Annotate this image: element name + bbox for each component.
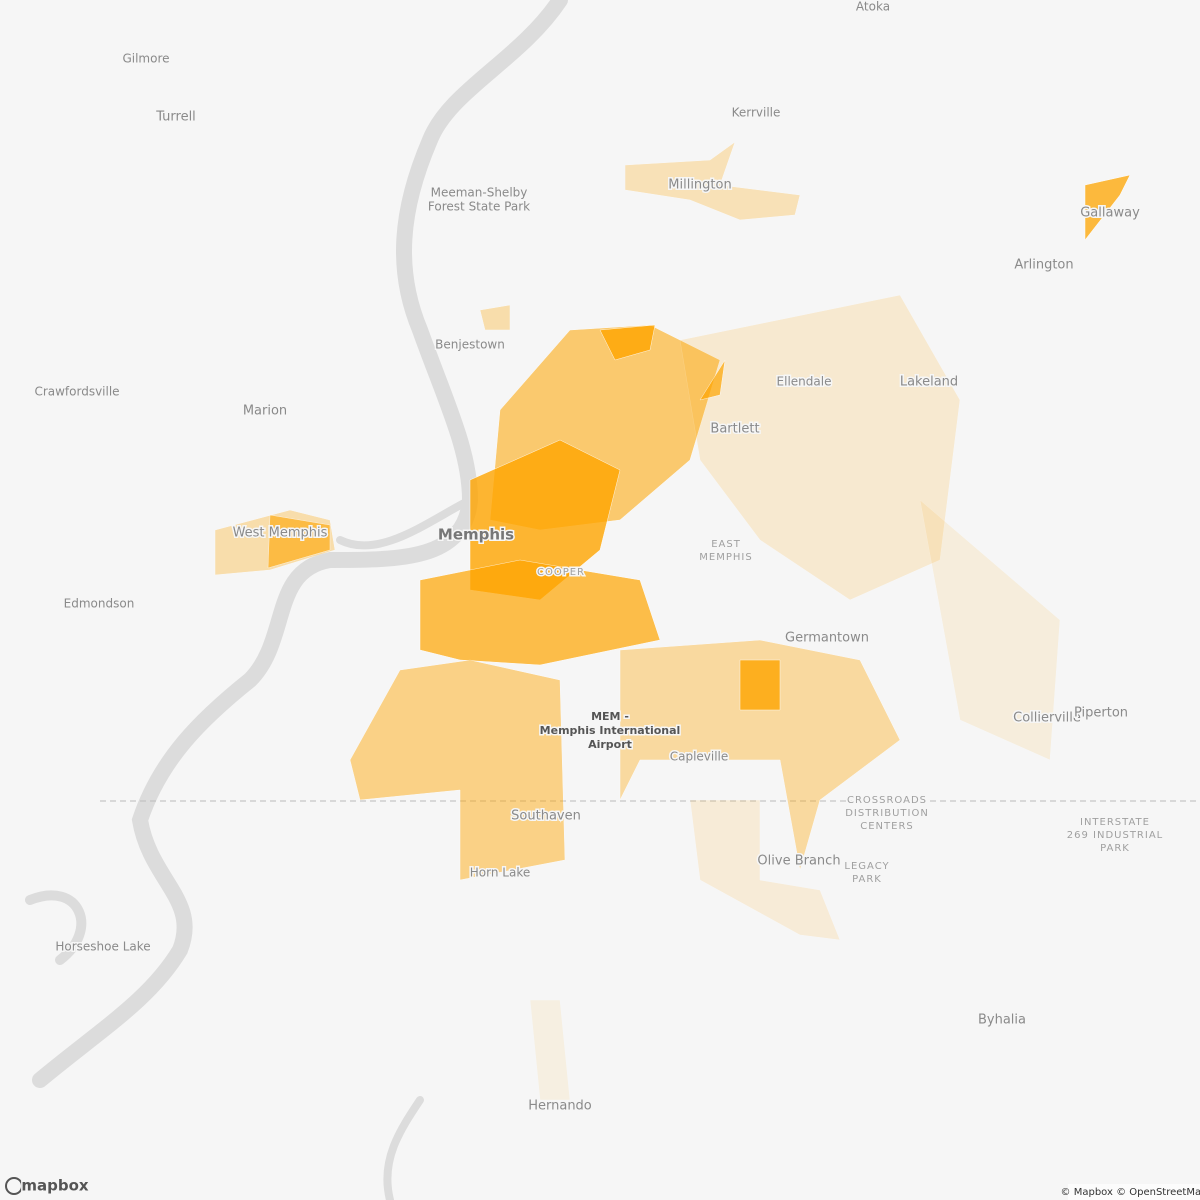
place-label: Horn Lake (470, 866, 530, 880)
place-label: Airport (588, 738, 632, 751)
place-label: Crawfordsville (34, 385, 119, 399)
place-label: Piperton (1074, 706, 1128, 721)
place-label: Arlington (1014, 258, 1073, 273)
place-label: PARK (852, 874, 882, 885)
place-labels: Atoka Gilmore Turrell Kerrville Millington Me… (33, 0, 1164, 1115)
place-label: Marion (243, 404, 287, 419)
place-label: COOPER (537, 567, 585, 578)
place-label: DISTRIBUTION (845, 808, 929, 819)
place-label: Memphis (438, 526, 514, 544)
place-label: Memphis International (540, 724, 681, 737)
place-label: MEMPHIS (699, 552, 752, 563)
place-label: 269 INDUSTRIAL (1067, 830, 1163, 841)
place-label: Meeman-Shelby (431, 186, 528, 200)
place-label: PARK (1100, 843, 1130, 854)
place-label: Benjestown (435, 338, 505, 352)
place-label: Millington (668, 178, 731, 193)
place-label: Bartlett (710, 422, 759, 437)
place-label: EAST (711, 539, 741, 550)
place-label: INTERSTATE (1080, 817, 1150, 828)
place-label: MEM - (591, 710, 629, 723)
logo: mapbox (5, 1175, 90, 1196)
place-label: CENTERS (860, 821, 914, 832)
river (25, 0, 568, 1200)
place-label: Horseshoe Lake (55, 940, 150, 954)
place-label: Germantown (785, 631, 869, 646)
place-label: Byhalia (978, 1013, 1026, 1028)
place-label: CROSSROADS (847, 795, 927, 806)
attribution-bg (1068, 1184, 1200, 1200)
place-label: Kerrville (732, 106, 781, 120)
place-label: Southaven (511, 809, 581, 824)
place-label: West Memphis (233, 526, 328, 541)
place-label: Olive Branch (757, 854, 840, 869)
place-label: Collierville (1013, 711, 1081, 726)
place-label: Ellendale (777, 375, 832, 389)
logo-text: mapbox (21, 1177, 89, 1195)
place-label: Hernando (528, 1099, 592, 1114)
choropleth (214, 141, 1131, 1101)
place-label: Gallaway (1080, 206, 1140, 221)
place-label: Gilmore (122, 52, 169, 66)
place-label: Capleville (670, 750, 729, 764)
place-label: Edmondson (64, 597, 135, 611)
place-label: Lakeland (900, 375, 958, 390)
attribution: © Mapbox © OpenStreetMap (1061, 1187, 1200, 1198)
place-label: Atoka (856, 0, 890, 14)
place-label: Forest State Park (428, 200, 530, 214)
place-label: LEGACY (844, 861, 889, 872)
place-label: Turrell (155, 110, 196, 125)
